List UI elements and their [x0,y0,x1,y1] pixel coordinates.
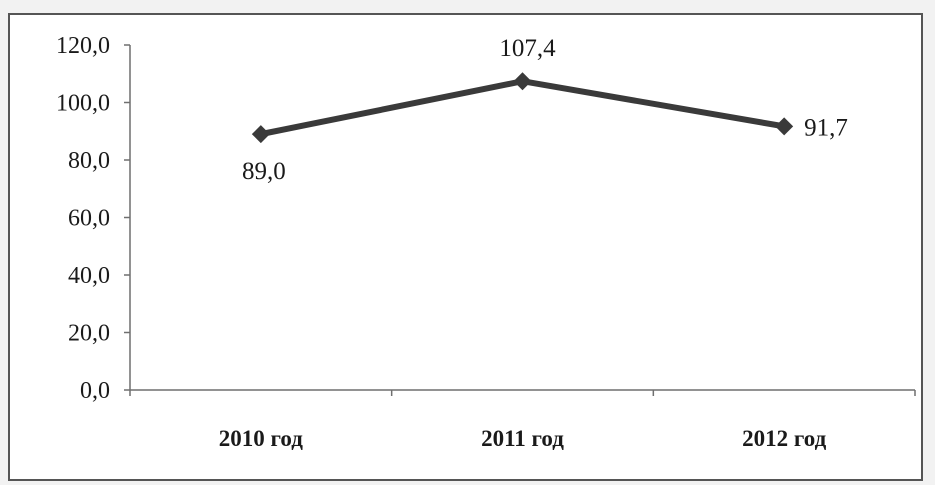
data-point-marker [513,72,532,91]
y-tick-label: 80,0 [68,148,110,174]
x-tick-label: 2011 год [481,426,564,451]
data-point-marker [251,125,270,144]
x-tick-label: 2012 год [742,426,826,451]
x-axis: 2010 год 2011 год 2012 год [129,389,916,451]
y-axis: 0,0 20,0 40,0 60,0 80,0 100,0 120,0 [56,33,131,404]
data-label: 89,0 [242,158,286,185]
series-group: 89,0 107,4 91,7 [242,35,848,185]
data-label: 107,4 [499,35,556,62]
y-tick-label: 20,0 [68,321,110,347]
y-tick-label: 100,0 [56,91,110,117]
y-tick-label: 0,0 [80,378,110,404]
chart-frame [8,13,923,481]
x-tick-label: 2010 год [219,426,303,451]
y-tick-label: 40,0 [68,263,110,289]
data-point-marker [775,117,794,136]
y-tick-label: 60,0 [68,206,110,232]
data-label: 91,7 [804,114,848,141]
y-tick-label: 120,0 [56,33,110,59]
